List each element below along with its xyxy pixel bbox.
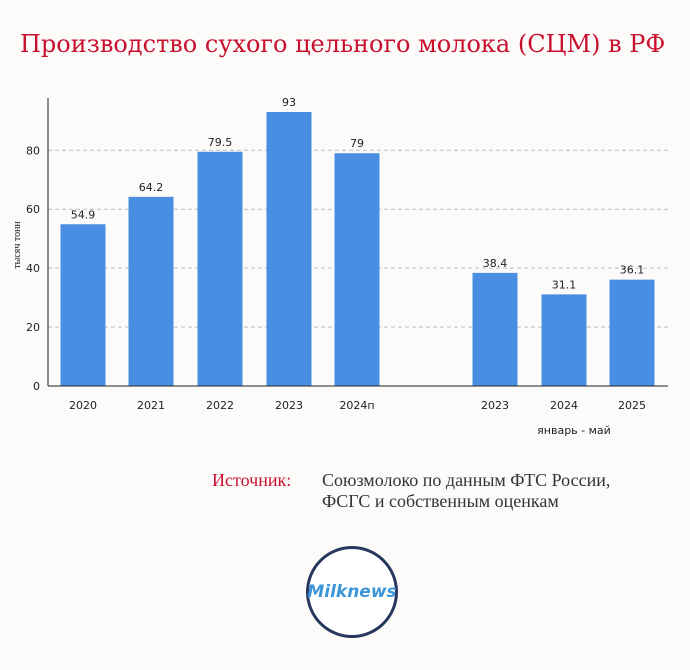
bar-3 <box>266 112 312 386</box>
y-tick-label: 60 <box>26 203 40 216</box>
data-label: 31.1 <box>552 278 577 291</box>
bar-chart: 54.9 64.2 79.5 93 79 38.4 31.1 36.1 0 20 40 60 80 20… <box>12 96 668 437</box>
bars: 54.9 64.2 79.5 93 79 38.4 31.1 36.1 <box>60 96 655 386</box>
y-tick-label: 40 <box>26 262 40 275</box>
bar-7 <box>609 279 655 386</box>
x-tick-label: 2023 <box>275 399 303 412</box>
x-tick-label: 2025 <box>618 399 646 412</box>
y-tick-label: 0 <box>33 380 40 393</box>
data-label: 79.5 <box>208 136 233 149</box>
data-label: 93 <box>282 96 296 109</box>
y-axis-label: тысяч тонн <box>12 221 23 269</box>
source-text: Союзмолоко по данным ФТС России, ФСГС и … <box>322 470 611 511</box>
data-label: 64.2 <box>139 181 164 194</box>
x-tick-label: 2024 <box>550 399 578 412</box>
chart-title: Производство сухого цельного молока (СЦМ… <box>20 30 666 58</box>
x-tick-label: 2022 <box>206 399 234 412</box>
group-label: январь - май <box>537 424 611 437</box>
bar-1 <box>128 196 174 386</box>
x-tick-label: 2023 <box>481 399 509 412</box>
axes: 0 20 40 60 80 2020 2021 2022 2023 2024п 2023 2024 20… <box>26 98 668 437</box>
y-tick-label: 80 <box>26 144 40 157</box>
bar-0 <box>60 224 106 386</box>
data-label: 36.1 <box>620 264 645 277</box>
source-label: Источник: <box>212 470 292 490</box>
x-tick-label: 2021 <box>137 399 165 412</box>
bar-5 <box>472 272 518 386</box>
bar-4 <box>334 153 380 386</box>
x-tick-label: 2024п <box>339 399 374 412</box>
milknews-logo: Milknews <box>306 546 398 638</box>
data-label: 79 <box>350 137 364 150</box>
x-tick-label: 2020 <box>69 399 97 412</box>
bar-2 <box>197 151 243 386</box>
logo-text: Milknews <box>307 582 397 602</box>
data-label: 54.9 <box>71 208 96 221</box>
y-tick-label: 20 <box>26 321 40 334</box>
data-label: 38.4 <box>483 257 508 270</box>
bar-6 <box>541 294 587 386</box>
